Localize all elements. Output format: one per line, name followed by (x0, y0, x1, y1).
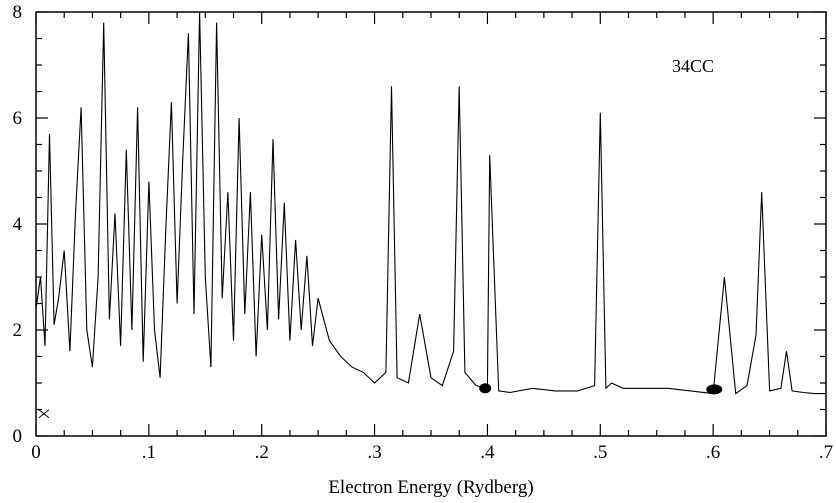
y-tick-label: 2 (13, 320, 23, 341)
series-line (35, 11, 826, 395)
y-tick-labels: 0 2 4 6 8 (13, 2, 23, 447)
x-tick-label: .1 (142, 442, 156, 463)
x-tick-labels: 0 .1 .2 .3 .4 .5 .6 .7 (31, 442, 833, 463)
x-tick-label: .3 (367, 442, 381, 463)
y-tick-label: 8 (13, 2, 23, 23)
x-tick-label: .7 (819, 442, 833, 463)
y-tick-label: 0 (13, 426, 23, 447)
y-tick-label: 4 (13, 214, 23, 235)
x-tick-label: .2 (255, 442, 269, 463)
y-tick-label: 6 (13, 108, 23, 129)
x-axis-title: Electron Energy (Rydberg) (328, 477, 533, 498)
x-tick-label: .5 (593, 442, 607, 463)
x-tick-label: 0 (31, 442, 41, 463)
axis-ticks (35, 11, 827, 437)
marker-layer (38, 383, 723, 419)
x-tick-label: .6 (706, 442, 720, 463)
chart-annotation: 34CC (672, 56, 714, 76)
marker-dot (706, 384, 723, 395)
x-tick-label: .4 (480, 442, 495, 463)
marker-dot (479, 383, 492, 394)
cross-marker (38, 409, 50, 419)
series-layer (35, 11, 826, 395)
